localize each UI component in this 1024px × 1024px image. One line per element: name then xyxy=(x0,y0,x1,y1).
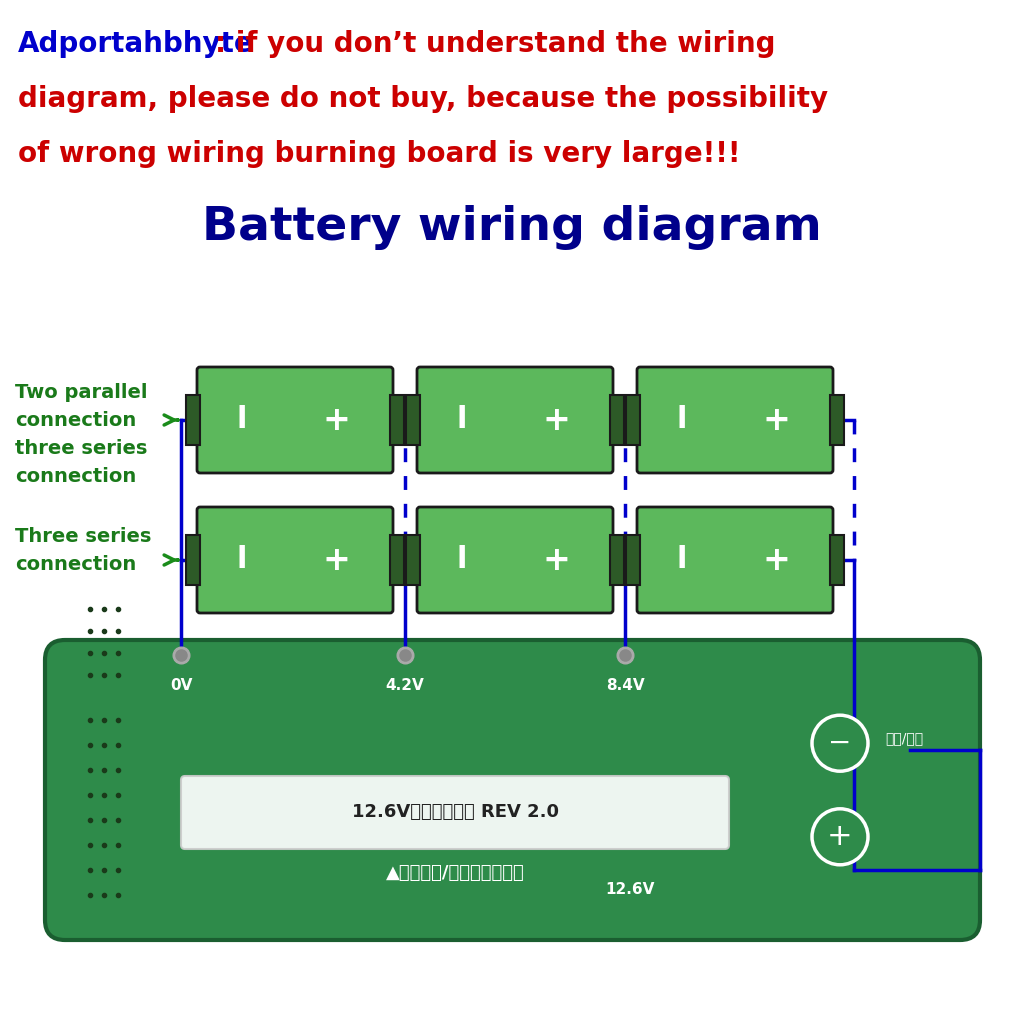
FancyBboxPatch shape xyxy=(45,640,980,940)
Bar xyxy=(390,535,404,585)
Text: 12.6V: 12.6V xyxy=(605,883,654,897)
Bar xyxy=(610,395,624,445)
Bar xyxy=(406,535,420,585)
Text: l: l xyxy=(237,546,247,574)
Text: +: + xyxy=(763,403,791,436)
Text: : if you don’t understand the wiring: : if you don’t understand the wiring xyxy=(215,30,775,58)
Text: +: + xyxy=(543,403,570,436)
Text: −: − xyxy=(828,729,852,757)
Text: +: + xyxy=(763,544,791,577)
Text: of wrong wiring burning board is very large!!!: of wrong wiring burning board is very la… xyxy=(18,140,740,168)
Text: 8.4V: 8.4V xyxy=(605,678,644,693)
Text: 0V: 0V xyxy=(170,678,193,693)
Text: l: l xyxy=(237,406,247,434)
Bar xyxy=(626,395,640,445)
Bar xyxy=(390,395,404,445)
FancyBboxPatch shape xyxy=(197,507,393,613)
FancyBboxPatch shape xyxy=(417,507,613,613)
Circle shape xyxy=(812,715,868,771)
Text: l: l xyxy=(457,546,467,574)
FancyBboxPatch shape xyxy=(417,367,613,473)
FancyBboxPatch shape xyxy=(181,776,729,849)
Bar xyxy=(626,535,640,585)
Bar xyxy=(186,535,200,585)
Text: +: + xyxy=(543,544,570,577)
Text: l: l xyxy=(677,406,687,434)
Text: Three series
connection: Three series connection xyxy=(15,526,152,573)
Bar xyxy=(610,535,624,585)
Text: +: + xyxy=(323,544,351,577)
Circle shape xyxy=(812,809,868,865)
FancyBboxPatch shape xyxy=(197,367,393,473)
Text: diagram, please do not buy, because the possibility: diagram, please do not buy, because the … xyxy=(18,85,828,113)
Bar xyxy=(830,535,844,585)
Bar xyxy=(406,395,420,445)
Text: 12.6V锂电池保护板 REV 2.0: 12.6V锂电池保护板 REV 2.0 xyxy=(351,804,558,821)
Text: l: l xyxy=(457,406,467,434)
Bar xyxy=(186,395,200,445)
Text: Adportahbhyte: Adportahbhyte xyxy=(18,30,254,58)
FancyBboxPatch shape xyxy=(637,507,833,613)
Text: 充电/放电: 充电/放电 xyxy=(885,731,923,745)
Text: +: + xyxy=(323,403,351,436)
Text: 4.2V: 4.2V xyxy=(386,678,424,693)
Text: Battery wiring diagram: Battery wiring diagram xyxy=(202,205,822,250)
FancyBboxPatch shape xyxy=(637,367,833,473)
Text: +: + xyxy=(827,822,853,851)
Text: Two parallel
connection
three series
connection: Two parallel connection three series con… xyxy=(15,384,147,486)
Bar xyxy=(830,395,844,445)
Text: ▲适用电机/电钒，禁止短路: ▲适用电机/电钒，禁止短路 xyxy=(386,864,524,882)
Text: l: l xyxy=(677,546,687,574)
